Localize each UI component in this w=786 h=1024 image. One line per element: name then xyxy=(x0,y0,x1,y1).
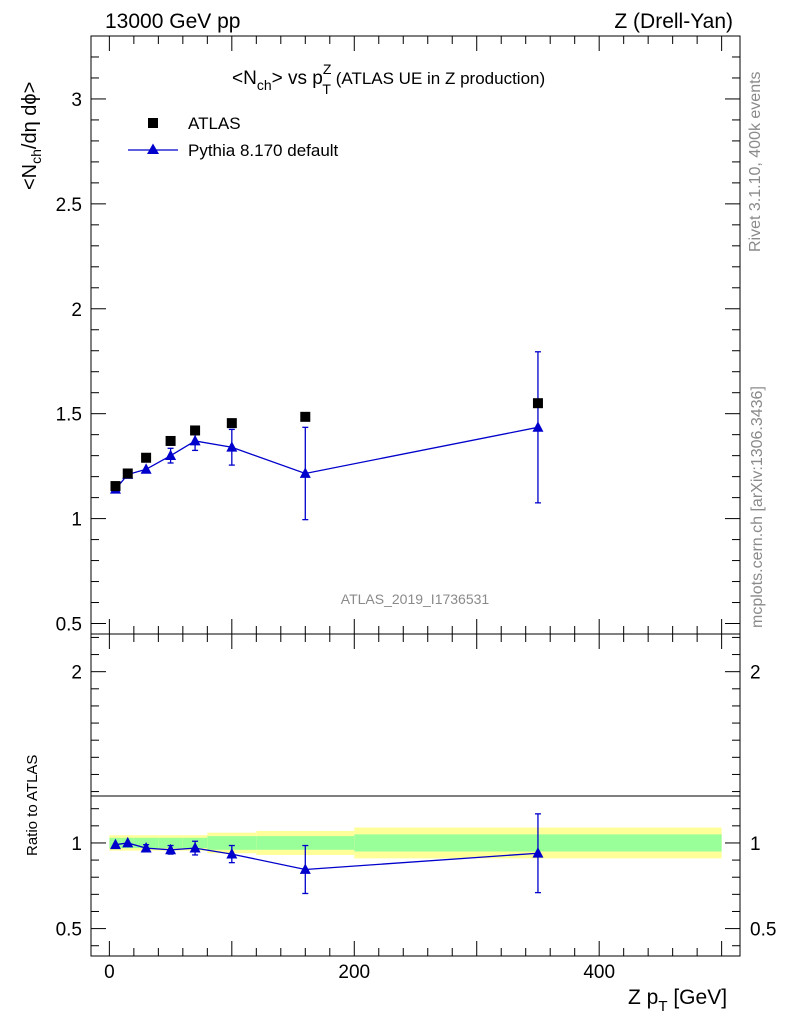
x-tick-label: 0 xyxy=(104,962,115,983)
data-point xyxy=(165,435,176,446)
header-right: Z (Drell-Yan) xyxy=(614,10,733,33)
x-axis-label: Z pT [GeV] xyxy=(628,986,727,1015)
title-pt-sub: T xyxy=(322,81,331,97)
data-point xyxy=(532,398,543,409)
data-point xyxy=(122,468,133,479)
y-tick-label: 3 xyxy=(71,90,82,111)
y-tick-label: 0.5 xyxy=(56,615,82,636)
ratio-point xyxy=(189,842,201,853)
band-inner xyxy=(256,836,355,850)
y-ratio-tick-label: 2 xyxy=(71,663,82,684)
y-ratio-tick-label: 1 xyxy=(71,834,82,855)
mc-point xyxy=(226,441,238,452)
y-ratio-tick-label-right: 1 xyxy=(750,834,761,855)
mc-point xyxy=(140,463,152,474)
y-label-a: <N xyxy=(19,164,41,190)
title-suffix: (ATLAS UE in Z production) xyxy=(331,69,545,88)
mc-ratio-series xyxy=(109,813,544,895)
data-point xyxy=(190,425,201,436)
mc-point xyxy=(299,467,311,478)
title-mid: > vs p xyxy=(272,68,323,89)
y-tick-label: 1.5 xyxy=(56,405,82,426)
data-point xyxy=(141,452,152,463)
legend-mc-marker xyxy=(147,143,159,154)
ratio-point xyxy=(109,838,121,850)
header-left: 13000 GeV pp xyxy=(105,10,240,33)
source-label: mcplots.cern.ch [arXiv:1306.3436] xyxy=(749,386,766,628)
ratio-bands xyxy=(109,827,722,859)
legend-data-marker xyxy=(148,118,158,128)
x-label-b: [GeV] xyxy=(668,986,728,1009)
x-tick-label: 200 xyxy=(338,962,370,983)
legend-mc-label: Pythia 8.170 default xyxy=(188,141,339,160)
mc-point xyxy=(165,449,177,461)
y-ratio-tick-label: 0.5 xyxy=(56,920,82,941)
ratio-point xyxy=(165,843,177,855)
title-n: <N xyxy=(232,68,257,89)
data-point xyxy=(226,418,237,429)
x-tick-label: 400 xyxy=(583,962,615,983)
ratio-point xyxy=(140,842,152,853)
y-tick-label: 2 xyxy=(71,300,82,321)
data-point xyxy=(300,411,311,422)
y-label-b: /dη dϕ> xyxy=(19,82,41,149)
band-inner xyxy=(158,837,183,849)
plot-title: <Nch> vs pZ T (ATLAS UE in Z production) xyxy=(232,61,545,97)
x-label-a: Z p xyxy=(628,986,658,1009)
ratio-point xyxy=(226,848,238,859)
ratio-point xyxy=(122,836,134,848)
title-pt-sup: Z xyxy=(323,61,332,77)
y-label-sub: ch xyxy=(28,149,44,164)
legend-data-label: ATLAS xyxy=(188,114,241,133)
y-tick-label: 2.5 xyxy=(56,195,82,216)
y-axis-label-main: <Nch/dη dϕ> xyxy=(19,82,44,190)
ratio-point xyxy=(532,847,544,858)
mc-series xyxy=(109,351,544,521)
ratio-plot-frame xyxy=(90,633,741,957)
title-n-sub: ch xyxy=(257,77,272,93)
data-point xyxy=(110,481,121,492)
data-series xyxy=(110,398,543,492)
y-ratio-tick-label-right: 2 xyxy=(750,663,761,684)
mc-point xyxy=(532,421,544,432)
band-inner xyxy=(207,836,257,850)
y-tick-label: 1 xyxy=(71,510,82,531)
x-label-sub: T xyxy=(658,998,667,1015)
axis-ticks: 0 200 400 0.5 1 1.5 2 2.5 3 0.5 0.5 1 1 2 2 xyxy=(56,36,776,983)
ratio-point xyxy=(299,863,311,874)
mc-point xyxy=(189,434,201,446)
rivet-label: Rivet 3.1.10, 400k events xyxy=(747,71,764,252)
mc-line xyxy=(114,426,539,490)
analysis-watermark: ATLAS_2019_I1736531 xyxy=(341,591,490,607)
y-ratio-tick-label-right: 0.5 xyxy=(750,920,776,941)
y-axis-label-ratio: Ratio to ATLAS xyxy=(24,755,41,856)
